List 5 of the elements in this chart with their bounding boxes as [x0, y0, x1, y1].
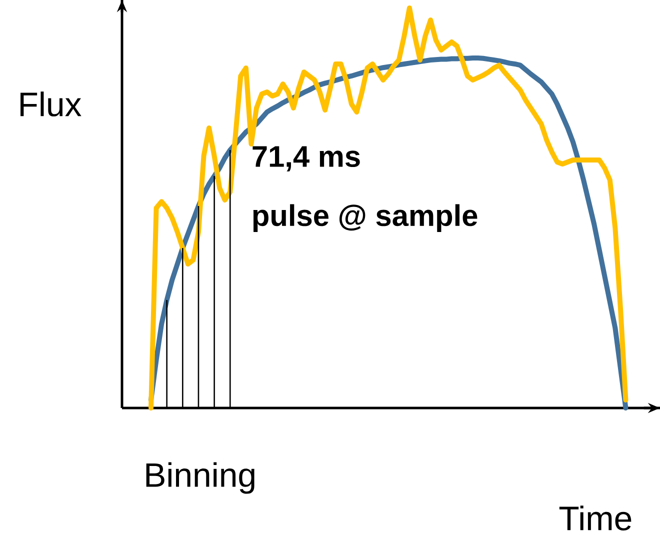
- x-axis-title: Time: [559, 506, 632, 530]
- text: Binning: [146, 462, 254, 494]
- annotation: 71,4 ms: [252, 146, 360, 172]
- y-axis-title: Flux: [20, 92, 82, 116]
- annotation: pulse @ sample: [253, 204, 478, 232]
